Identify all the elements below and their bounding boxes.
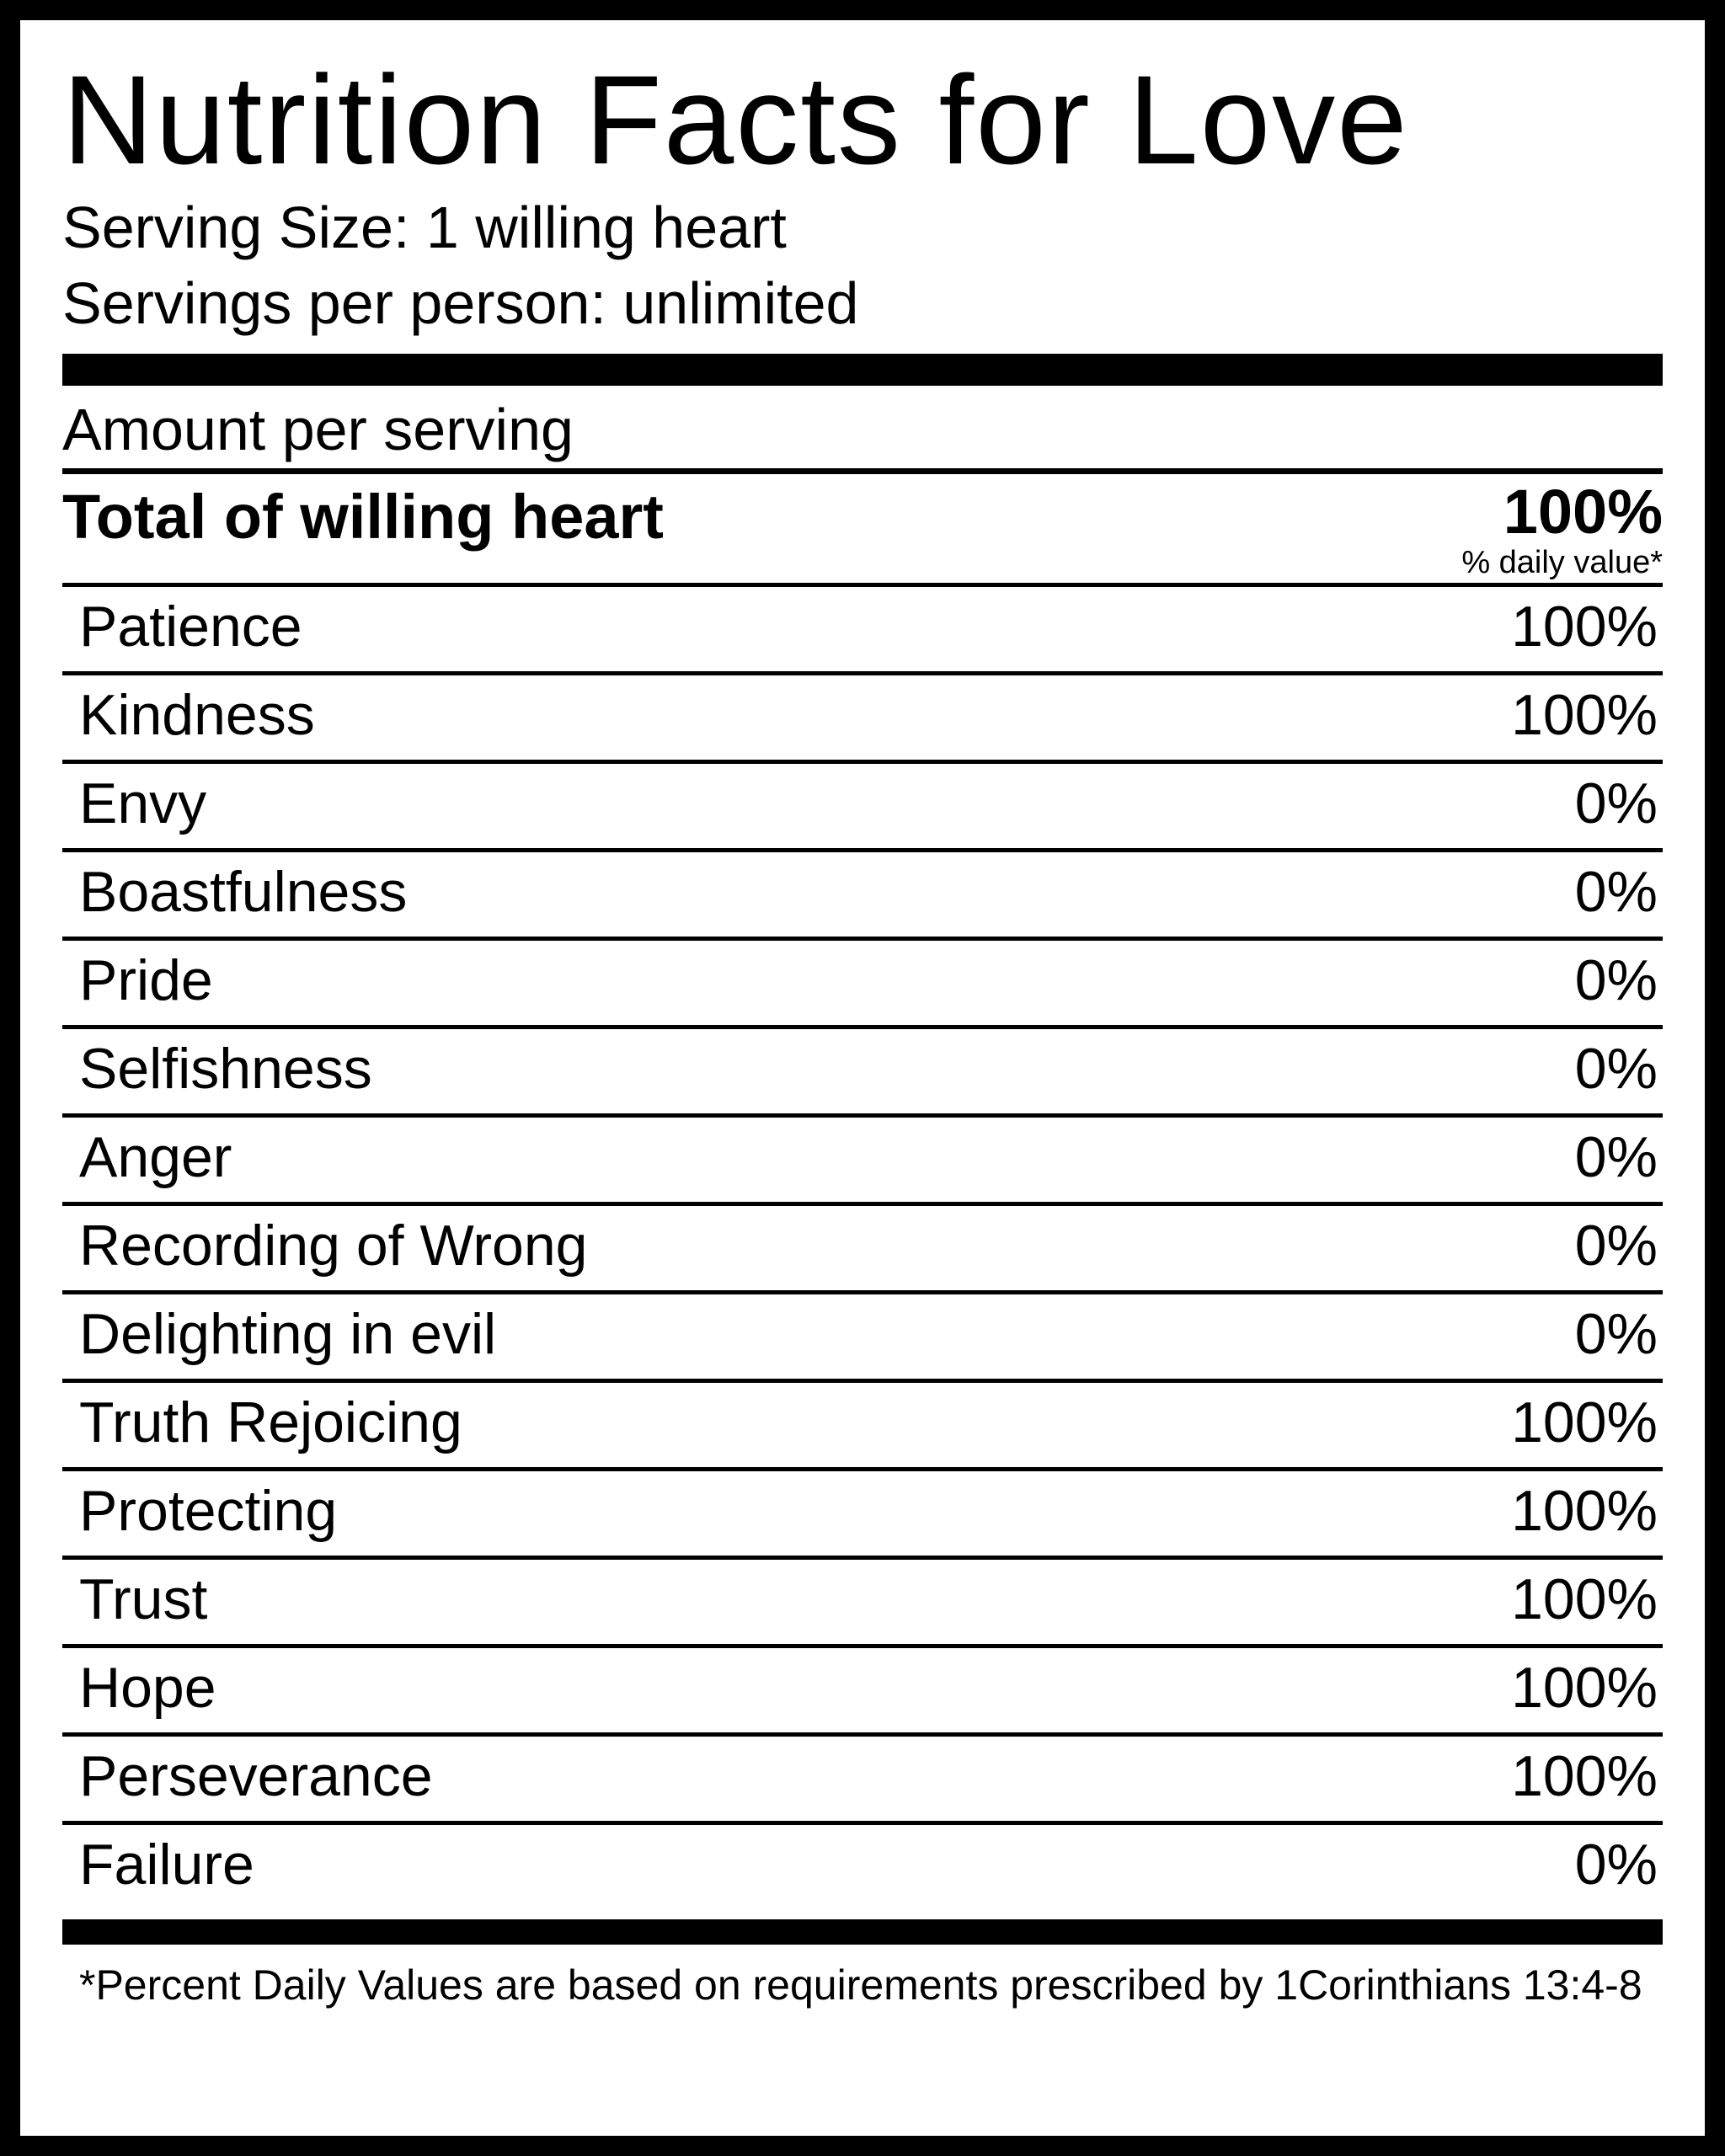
nutrient-value: 100%: [1511, 1478, 1658, 1544]
nutrient-row: Truth Rejoicing 100%: [62, 1379, 1663, 1467]
nutrient-row: Anger 0%: [62, 1113, 1663, 1202]
nutrient-value: 100%: [1511, 1743, 1658, 1809]
nutrient-row: Envy 0%: [62, 760, 1663, 848]
nutrient-value: 0%: [1575, 1036, 1658, 1102]
nutrient-value: 0%: [1575, 1124, 1658, 1190]
nutrient-label: Hope: [79, 1655, 216, 1721]
nutrient-row: Failure 0%: [62, 1821, 1663, 1909]
nutrient-label: Pride: [79, 947, 213, 1013]
nutrient-label: Patience: [79, 594, 302, 659]
nutrient-row: Delighting in evil 0%: [62, 1290, 1663, 1379]
label-title: Nutrition Facts for Love: [62, 54, 1663, 187]
nutrient-value: 100%: [1511, 682, 1658, 748]
nutrient-list: Patience100%Kindness100%Envy0%Boastfulne…: [62, 583, 1663, 1909]
nutrient-row: Boastfulness 0%: [62, 848, 1663, 937]
total-label: Total of willing heart: [62, 481, 664, 552]
servings-per-person: Servings per person: unlimited: [62, 268, 1663, 339]
nutrient-label: Trust: [79, 1566, 207, 1632]
amount-per-serving: Amount per serving: [62, 394, 1663, 468]
nutrient-row: Trust 100%: [62, 1556, 1663, 1644]
nutrient-value: 100%: [1511, 1566, 1658, 1632]
nutrient-label: Perseverance: [79, 1743, 433, 1809]
nutrient-value: 0%: [1575, 1213, 1658, 1278]
divider-bar-top: [62, 354, 1663, 386]
nutrient-value: 100%: [1511, 594, 1658, 659]
nutrient-value: 0%: [1575, 859, 1658, 925]
nutrient-value: 0%: [1575, 1832, 1658, 1897]
serving-size: Serving Size: 1 willing heart: [62, 192, 1663, 263]
total-value: 100%: [1503, 481, 1663, 543]
total-row: Total of willing heart 100% % daily valu…: [62, 468, 1663, 583]
nutrient-label: Failure: [79, 1832, 254, 1897]
nutrient-row: Perseverance 100%: [62, 1732, 1663, 1821]
total-right: 100% % daily value*: [1461, 481, 1663, 581]
divider-bar-bottom: [62, 1919, 1663, 1945]
nutrient-row: Selfishness 0%: [62, 1025, 1663, 1113]
nutrient-value: 100%: [1511, 1655, 1658, 1721]
nutrient-label: Truth Rejoicing: [79, 1390, 462, 1455]
nutrient-label: Boastfulness: [79, 859, 407, 925]
daily-value-note: % daily value*: [1461, 545, 1663, 581]
nutrient-row: Protecting 100%: [62, 1467, 1663, 1556]
nutrient-label: Recording of Wrong: [79, 1213, 588, 1278]
nutrient-label: Kindness: [79, 682, 315, 748]
nutrient-label: Anger: [79, 1124, 232, 1190]
nutrient-label: Delighting in evil: [79, 1301, 496, 1367]
nutrient-value: 100%: [1511, 1390, 1658, 1455]
nutrient-row: Patience 100%: [62, 583, 1663, 671]
nutrient-label: Envy: [79, 771, 206, 836]
nutrient-row: Recording of Wrong 0%: [62, 1202, 1663, 1290]
nutrition-label: Nutrition Facts for Love Serving Size: 1…: [0, 0, 1725, 2156]
nutrient-value: 0%: [1575, 771, 1658, 836]
nutrient-row: Hope 100%: [62, 1644, 1663, 1732]
nutrient-row: Kindness 100%: [62, 671, 1663, 760]
footnote: *Percent Daily Values are based on requi…: [62, 1960, 1663, 2010]
nutrient-row: Pride 0%: [62, 937, 1663, 1025]
nutrient-label: Protecting: [79, 1478, 337, 1544]
nutrient-label: Selfishness: [79, 1036, 372, 1102]
nutrient-value: 0%: [1575, 947, 1658, 1013]
nutrient-value: 0%: [1575, 1301, 1658, 1367]
